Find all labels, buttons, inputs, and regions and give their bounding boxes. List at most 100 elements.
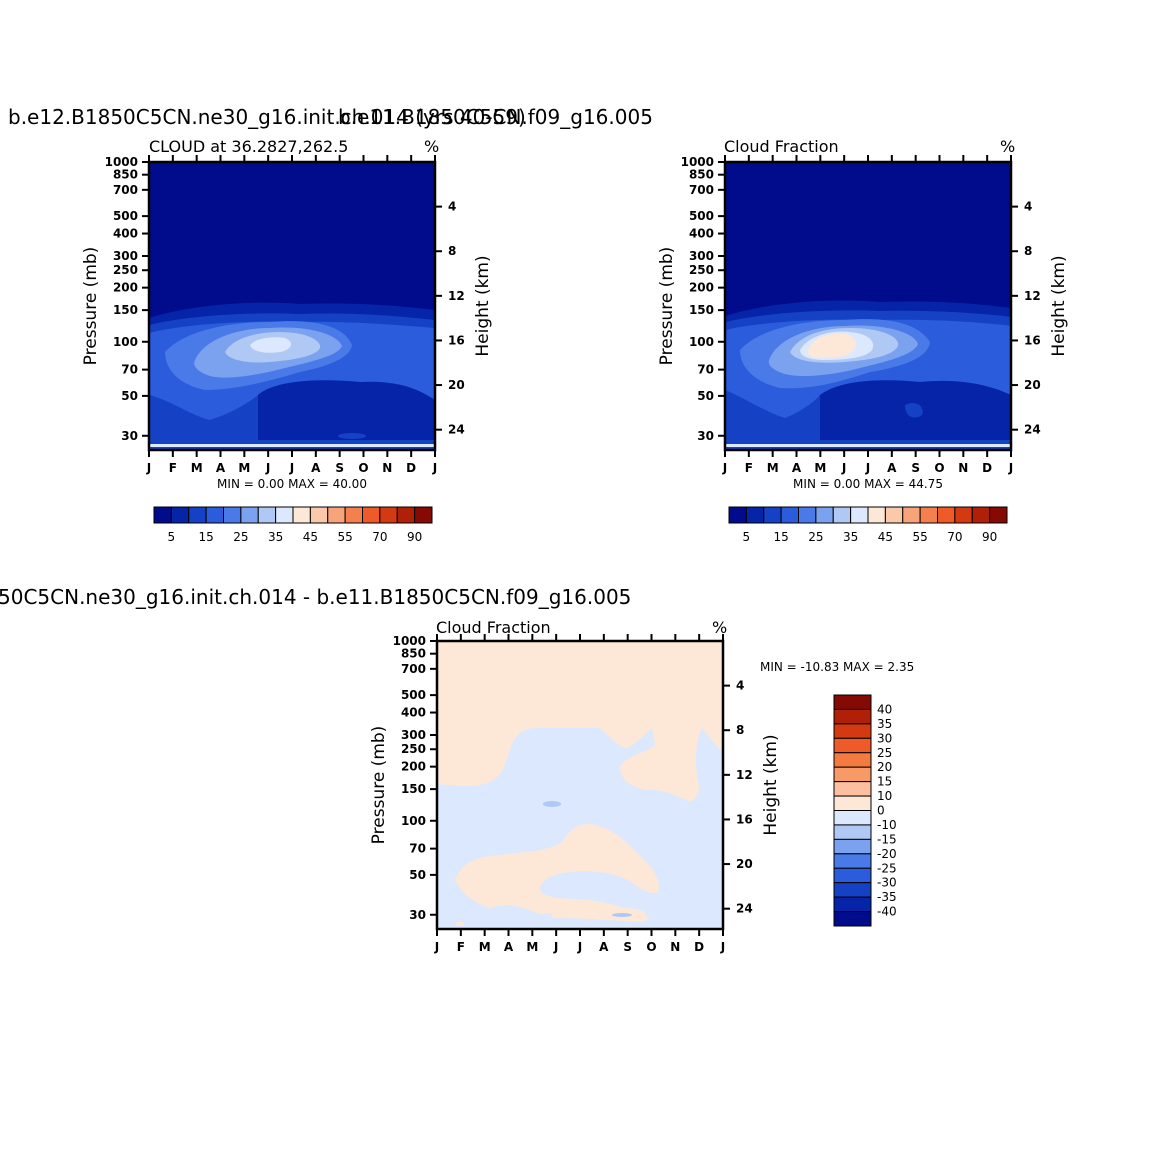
x-tick-label: J bbox=[265, 461, 270, 475]
colorbar-label: 0 bbox=[877, 804, 885, 818]
y-tick-label: 30 bbox=[697, 429, 714, 443]
y-tick-label: 100 bbox=[689, 335, 714, 349]
colorbar-box bbox=[954, 506, 973, 524]
y-tick-label: 500 bbox=[401, 688, 426, 702]
colorbar-label: -15 bbox=[877, 832, 897, 846]
colorbar-label: 25 bbox=[233, 530, 248, 544]
x-tick-label: S bbox=[335, 461, 344, 475]
colorbar-box bbox=[309, 506, 329, 524]
colorbar-label: 35 bbox=[877, 717, 892, 731]
x-tick-label: J bbox=[1008, 461, 1013, 475]
colorbar-box bbox=[205, 506, 224, 524]
y-tick-label: 850 bbox=[113, 168, 138, 182]
x-tick-label: A bbox=[887, 461, 897, 475]
colorbar-box bbox=[833, 795, 872, 811]
panel-3-y2label: Height (km) bbox=[761, 734, 781, 835]
y-tick-label: 150 bbox=[113, 303, 138, 317]
y2-tick-label: 20 bbox=[448, 378, 465, 392]
x-tick-label: O bbox=[934, 461, 944, 475]
y-tick-label: 200 bbox=[689, 281, 714, 295]
y-tick-label: 400 bbox=[689, 227, 714, 241]
colorbar-box bbox=[919, 506, 938, 524]
colorbar-box bbox=[833, 708, 872, 725]
y-tick-label: 700 bbox=[401, 662, 426, 676]
colorbar-box bbox=[833, 838, 872, 855]
colorbar-box bbox=[833, 766, 872, 783]
y-tick-label: 200 bbox=[113, 281, 138, 295]
y-tick-label: 300 bbox=[113, 249, 138, 263]
y-tick-label: 850 bbox=[689, 168, 714, 182]
panel-3-subtitle: Cloud Fraction bbox=[436, 618, 551, 637]
colorbar-box bbox=[902, 506, 921, 524]
colorbar-label: -20 bbox=[877, 847, 897, 861]
colorbar-label: -40 bbox=[877, 905, 897, 919]
y-tick-label: 50 bbox=[409, 868, 426, 882]
panel-1-title: b.e12.B1850C5CN.ne30_g16.init.ch.014 (yr… bbox=[8, 105, 526, 129]
colorbar-box bbox=[798, 506, 817, 524]
y-tick-label: 1000 bbox=[681, 155, 714, 169]
colorbar-label: 70 bbox=[372, 530, 387, 544]
y-tick-label: 250 bbox=[689, 263, 714, 277]
colorbar-box bbox=[850, 506, 869, 524]
y2-tick-label: 24 bbox=[1024, 423, 1041, 437]
y-tick-label: 70 bbox=[697, 363, 714, 377]
x-tick-label: J bbox=[434, 940, 439, 954]
panel-2-minmax: MIN = 0.00 MAX = 44.75 bbox=[793, 477, 943, 491]
y2-tick-label: 4 bbox=[1024, 200, 1032, 214]
colorbar-label: 35 bbox=[843, 530, 858, 544]
y-tick-label: 200 bbox=[401, 760, 426, 774]
panel-2-subtitle: Cloud Fraction bbox=[724, 137, 839, 156]
colorbar-box bbox=[763, 506, 782, 524]
x-tick-label: M bbox=[479, 940, 491, 954]
colorbar-box bbox=[292, 506, 311, 524]
y-tick-label: 700 bbox=[689, 183, 714, 197]
x-tick-label: F bbox=[457, 940, 465, 954]
colorbar-box bbox=[833, 694, 872, 710]
x-tick-label: M bbox=[814, 461, 826, 475]
colorbar-box bbox=[833, 896, 872, 913]
colorbar-label: 5 bbox=[743, 530, 751, 544]
panel-2-y2label: Height (km) bbox=[1049, 255, 1069, 356]
x-tick-label: D bbox=[694, 940, 704, 954]
colorbar-box bbox=[275, 506, 294, 524]
panel-2-contours bbox=[725, 162, 1011, 450]
colorbar-label: -35 bbox=[877, 890, 897, 904]
colorbar-label: 25 bbox=[808, 530, 823, 544]
y2-tick-label: 12 bbox=[736, 768, 753, 782]
colorbar-label: 20 bbox=[877, 760, 892, 774]
colorbar-box bbox=[223, 506, 242, 524]
y-tick-label: 400 bbox=[113, 227, 138, 241]
y-tick-label: 100 bbox=[401, 814, 426, 828]
y-tick-label: 1000 bbox=[105, 155, 138, 169]
x-tick-label: S bbox=[911, 461, 920, 475]
panel-2-axes: J F M A M J J A S O N D J305070100150200250300400500… bbox=[681, 155, 1041, 475]
panel-1-minmax: MIN = 0.00 MAX = 40.00 bbox=[217, 477, 367, 491]
y-tick-label: 250 bbox=[401, 742, 426, 756]
colorbar-box bbox=[815, 506, 834, 524]
panel-2-colorbar: 5 15 25 35 45 55 70 90 bbox=[728, 506, 1008, 544]
x-tick-label: J bbox=[722, 461, 727, 475]
y2-tick-label: 4 bbox=[448, 200, 456, 214]
panel-2-ylabel: Pressure (mb) bbox=[657, 247, 677, 366]
y-tick-label: 50 bbox=[121, 389, 138, 403]
panel-1-contours bbox=[149, 162, 435, 450]
y-tick-label: 70 bbox=[121, 363, 138, 377]
panel-3: 50C5CN.ne30_g16.init.ch.014 - b.e11.B185… bbox=[0, 585, 914, 954]
colorbar-box bbox=[379, 506, 398, 524]
colorbar-label: 30 bbox=[877, 731, 892, 745]
y-tick-label: 100 bbox=[113, 335, 138, 349]
y2-tick-label: 16 bbox=[736, 812, 753, 826]
x-tick-label: M bbox=[191, 461, 203, 475]
y-tick-label: 250 bbox=[113, 263, 138, 277]
colorbar-box bbox=[833, 824, 872, 840]
x-tick-label: A bbox=[311, 461, 321, 475]
y-tick-label: 150 bbox=[689, 303, 714, 317]
panel-1-subtitle: CLOUD at 36.2827,262.5 bbox=[149, 137, 348, 156]
y2-tick-label: 16 bbox=[1024, 333, 1041, 347]
x-tick-label: N bbox=[382, 461, 392, 475]
colorbar-label: 15 bbox=[773, 530, 788, 544]
panel-1-colorbar: 5 15 25 35 45 55 70 90 bbox=[153, 506, 433, 544]
colorbar-box bbox=[188, 506, 207, 524]
colorbar-label: 15 bbox=[198, 530, 213, 544]
